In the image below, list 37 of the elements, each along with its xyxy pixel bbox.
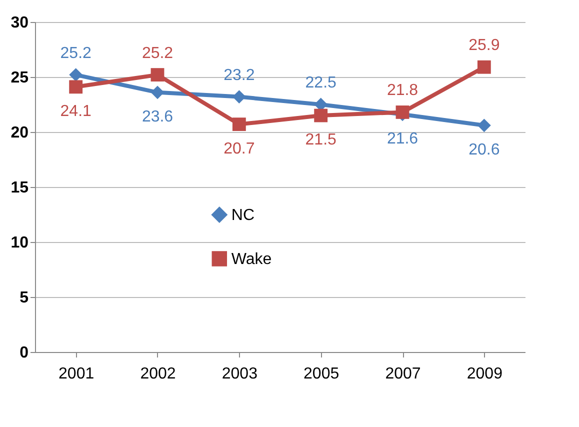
legend-label: Wake	[231, 250, 272, 268]
y-tick-label: 5	[20, 290, 29, 306]
point	[232, 90, 246, 104]
x-tick-label: 2009	[466, 366, 503, 382]
y-tick-label: 20	[10, 124, 29, 142]
data-label: 25.9	[468, 37, 500, 54]
data-label: 23.6	[142, 108, 174, 126]
data-label: 24.1	[60, 102, 92, 120]
point	[232, 118, 246, 132]
y-tick-label: 10	[10, 234, 29, 252]
y-tick-label: 15	[10, 180, 29, 196]
point	[396, 105, 410, 119]
data-label: 23.2	[224, 66, 255, 84]
data-label: 20.7	[224, 140, 255, 158]
x-tick-label: 2002	[140, 366, 176, 382]
point	[69, 68, 83, 82]
x-tick-label: 2003	[222, 366, 258, 382]
data-label: 22.5	[305, 74, 337, 92]
data-label: 21.5	[305, 132, 337, 148]
x-tick-label: 2001	[58, 366, 94, 382]
point	[150, 86, 164, 100]
y-tick-label: 0	[20, 344, 29, 362]
y-tick-label: 30	[10, 14, 29, 32]
data-label: 20.6	[468, 141, 500, 158]
data-label: 25.2	[142, 44, 174, 62]
data-label: 21.8	[386, 82, 418, 100]
x-tick-label: 2005	[304, 366, 340, 382]
point	[69, 80, 83, 94]
point	[477, 60, 491, 74]
x-tick-label: 2007	[385, 366, 421, 382]
data-label: 25.2	[60, 44, 92, 62]
data-label: 21.6	[386, 130, 418, 148]
point	[477, 118, 491, 132]
y-tick-label: 25	[10, 70, 29, 86]
legend-label: NC	[231, 206, 255, 224]
point	[314, 108, 328, 122]
point	[150, 68, 164, 82]
